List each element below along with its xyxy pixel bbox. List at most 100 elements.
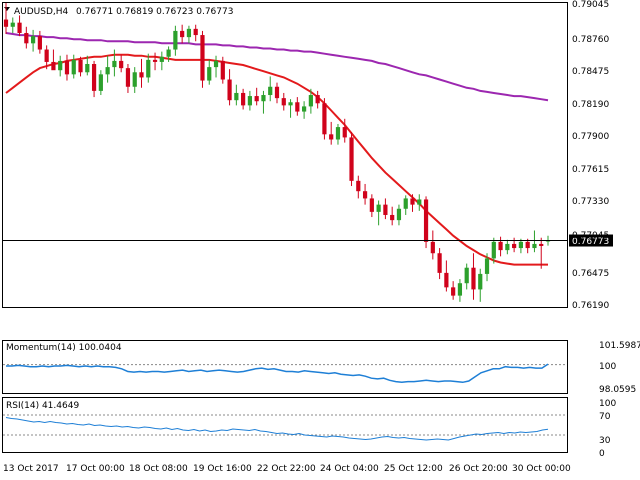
bull-candle: [234, 84, 239, 106]
candle-body: [512, 243, 517, 249]
momentum-axis-label: 100: [599, 362, 616, 372]
bull-candle: [10, 17, 15, 33]
candle-body: [403, 198, 408, 209]
time-axis-label: 22 Oct 22:00: [257, 464, 316, 474]
candle-body: [369, 198, 374, 212]
bull-candle: [478, 268, 483, 302]
candle-body: [437, 253, 442, 273]
bull-candle: [207, 59, 212, 85]
candle-body: [349, 137, 354, 181]
candle-body: [356, 180, 361, 192]
price-axis-label: 0.77615: [572, 165, 609, 175]
candle-body: [10, 22, 15, 27]
bear-candle: [17, 15, 22, 37]
candle-body: [166, 49, 171, 57]
candle-body: [98, 74, 103, 91]
bear-candle: [362, 183, 368, 205]
bull-candle: [159, 51, 164, 71]
price-axis-label: 0.76190: [572, 301, 609, 311]
candle-body: [227, 79, 232, 101]
price-axis-label: 0.78760: [572, 35, 609, 45]
candle-body: [518, 241, 524, 249]
candle-body: [362, 191, 368, 199]
candle-body: [274, 86, 280, 99]
bull-candle: [186, 25, 192, 44]
bull-candle: [146, 53, 151, 83]
candle-body: [390, 214, 395, 221]
bull-candle: [457, 279, 463, 302]
bear-candle: [24, 26, 29, 49]
bear-candle: [512, 237, 517, 253]
candle-body: [105, 67, 110, 75]
candle-body: [396, 208, 402, 221]
bear-candle: [539, 237, 544, 269]
bull-candle: [484, 253, 490, 282]
bull-candle: [173, 25, 178, 56]
bear-candle: [390, 206, 395, 226]
candle-body: [17, 22, 22, 33]
candle-body: [51, 61, 56, 71]
price-axis-label: 0.77900: [572, 132, 609, 142]
bear-candle: [383, 198, 388, 220]
bull-candle: [247, 90, 253, 111]
price-panel-frame: [2, 2, 568, 308]
candle-body: [315, 95, 320, 104]
bull-candle: [288, 99, 293, 118]
chevron-down-icon[interactable]: [4, 7, 10, 11]
candle-body: [30, 36, 36, 44]
candle-body: [247, 96, 253, 106]
candle-body: [119, 60, 124, 69]
bull-candle: [58, 55, 63, 77]
bear-candle: [227, 69, 232, 106]
bull-candle: [403, 195, 408, 215]
candle-body: [464, 267, 469, 284]
candle-body: [180, 30, 185, 38]
time-axis-label: 24 Oct 04:00: [320, 464, 379, 474]
candle-body: [71, 59, 76, 75]
bear-candle: [37, 30, 42, 54]
bear-candle: [281, 92, 286, 111]
candle-body: [146, 59, 151, 78]
momentum-panel-frame: [2, 340, 568, 394]
candle-body: [268, 86, 273, 96]
candle-body: [159, 56, 164, 62]
price-axis-label: 0.78475: [572, 67, 609, 77]
candle-body: [173, 30, 178, 50]
bull-candle: [376, 200, 381, 226]
bear-candle: [410, 194, 415, 212]
candle-body: [44, 49, 49, 62]
bull-candle: [71, 54, 76, 79]
momentum-axis-label: 98.0595: [599, 385, 636, 395]
candle-body: [295, 102, 300, 112]
bull-candle: [112, 49, 117, 77]
candle-body: [24, 32, 29, 44]
bear-candle: [64, 54, 70, 81]
bear-candle: [451, 281, 456, 300]
ohlc-readout: 0.76771 0.76819 0.76723 0.76773: [76, 7, 233, 17]
candle-body: [288, 102, 293, 106]
bull-candle: [335, 123, 341, 145]
candle-body: [457, 283, 463, 296]
time-axis-label: 30 Oct 00:00: [512, 464, 571, 474]
candle-body: [207, 67, 212, 81]
bull-candle: [85, 55, 90, 76]
bull-candle: [491, 237, 496, 264]
candle-body: [329, 134, 334, 140]
bull-candle: [308, 88, 313, 114]
current-price-tag: [569, 234, 613, 247]
bull-candle: [105, 55, 110, 83]
candle-body: [525, 241, 530, 249]
candle-body: [200, 35, 205, 81]
time-axis-label: 26 Oct 20:00: [449, 464, 508, 474]
candle-body: [261, 95, 266, 102]
candle-body: [383, 204, 388, 215]
bull-candle: [396, 204, 402, 226]
bear-candle: [193, 24, 198, 42]
bear-candle: [125, 64, 131, 93]
bull-candle: [261, 90, 266, 114]
time-axis-label: 17 Oct 00:00: [66, 464, 125, 474]
bull-candle: [268, 76, 273, 102]
candle-body: [335, 127, 341, 140]
